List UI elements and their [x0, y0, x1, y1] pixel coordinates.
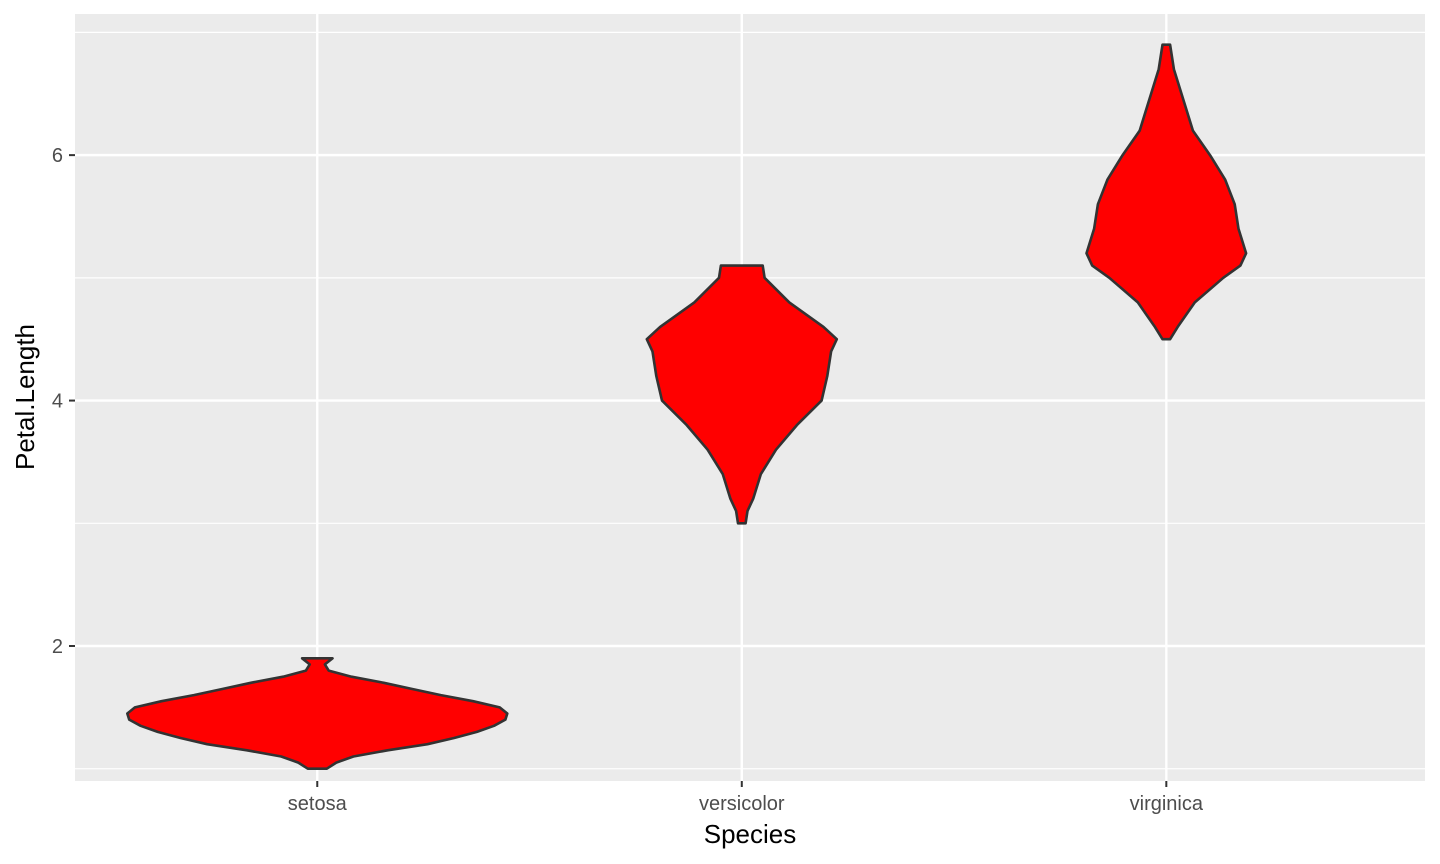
y-axis: 2 4 6	[52, 145, 75, 658]
x-axis: setosa versicolor virginica	[288, 781, 1204, 815]
violin-setosa	[126, 657, 509, 770]
y-axis-title: Petal.Length	[10, 324, 40, 470]
violins	[126, 43, 1248, 770]
violin-virginica	[1085, 43, 1248, 341]
violin-versicolor	[645, 264, 839, 525]
x-tick-label-virginica: virginica	[1130, 793, 1204, 815]
y-tick-label: 2	[52, 636, 63, 658]
x-axis-title: Species	[704, 819, 797, 849]
x-tick-label-versicolor: versicolor	[699, 793, 785, 815]
y-tick-label: 4	[52, 391, 63, 413]
x-tick-label-setosa: setosa	[288, 793, 348, 815]
y-tick-label: 6	[52, 145, 63, 167]
